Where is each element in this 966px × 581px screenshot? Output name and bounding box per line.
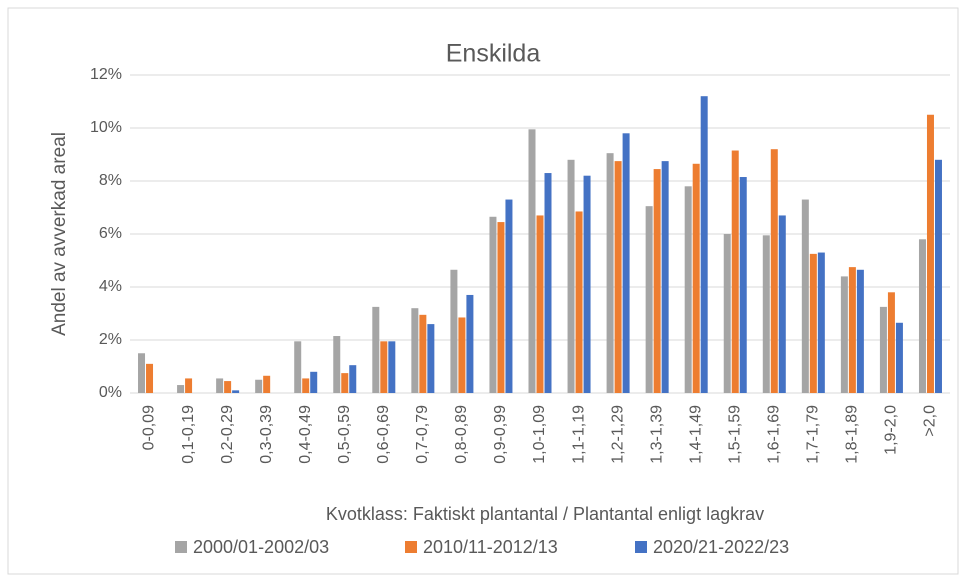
x-tick-label: 1,9-2,0 bbox=[883, 405, 900, 455]
bar bbox=[934, 159, 942, 393]
bar bbox=[216, 378, 224, 393]
bar bbox=[567, 159, 575, 393]
x-tick-label: 1,1-1,19 bbox=[570, 405, 587, 464]
bar bbox=[801, 199, 809, 393]
bar bbox=[606, 153, 614, 393]
y-tick-label: 8% bbox=[99, 172, 122, 189]
bar bbox=[458, 317, 466, 393]
bar bbox=[653, 169, 661, 393]
bar bbox=[575, 211, 583, 393]
bar bbox=[255, 379, 263, 393]
bar bbox=[333, 336, 341, 393]
x-tick-label: 0-0,09 bbox=[141, 405, 158, 450]
bar bbox=[411, 308, 419, 393]
bar bbox=[926, 114, 934, 393]
bar bbox=[341, 373, 349, 393]
bar bbox=[427, 324, 435, 393]
legend-swatch bbox=[635, 541, 647, 553]
legend-swatch bbox=[175, 541, 187, 553]
x-tick-label: 1,6-1,69 bbox=[766, 405, 783, 464]
bar bbox=[692, 163, 700, 393]
y-tick-label: 2% bbox=[99, 331, 122, 348]
bar bbox=[879, 306, 887, 393]
bar bbox=[528, 129, 536, 393]
bar bbox=[762, 235, 770, 393]
bar bbox=[614, 161, 622, 393]
bar bbox=[583, 175, 591, 393]
x-tick-label: >2,0 bbox=[922, 405, 939, 437]
bar bbox=[723, 234, 731, 393]
bar bbox=[380, 341, 388, 393]
x-tick-label: 0,3-0,39 bbox=[258, 405, 275, 464]
bar bbox=[661, 161, 669, 393]
y-tick-label: 0% bbox=[99, 384, 122, 401]
bar bbox=[536, 215, 544, 393]
x-tick-label: 1,4-1,49 bbox=[687, 405, 704, 464]
bar bbox=[310, 371, 318, 393]
bar bbox=[294, 341, 302, 393]
y-tick-label: 6% bbox=[99, 225, 122, 242]
bar bbox=[419, 314, 427, 393]
bar bbox=[232, 390, 240, 393]
bar bbox=[918, 239, 926, 393]
bar bbox=[840, 276, 848, 393]
chart-title: Enskilda bbox=[446, 40, 541, 68]
y-tick-label: 12% bbox=[90, 66, 122, 83]
y-axis-label: Andel av avverkad areal bbox=[49, 132, 70, 336]
bar bbox=[224, 381, 232, 393]
x-tick-label: 1,2-1,29 bbox=[609, 405, 626, 464]
bar bbox=[302, 378, 310, 393]
bar bbox=[778, 215, 786, 393]
legend-label: 2000/01-2002/03 bbox=[193, 537, 329, 557]
bar bbox=[622, 133, 630, 394]
bar bbox=[177, 385, 185, 393]
bar bbox=[185, 378, 193, 393]
x-tick-label: 0,9-0,99 bbox=[492, 405, 509, 464]
bar bbox=[887, 292, 895, 393]
bar bbox=[770, 149, 778, 393]
bar bbox=[700, 96, 708, 393]
bar bbox=[138, 353, 146, 393]
legend-label: 2020/21-2022/23 bbox=[653, 537, 789, 557]
x-tick-label: 1,7-1,79 bbox=[805, 405, 822, 464]
legend-swatch bbox=[405, 541, 417, 553]
bar bbox=[349, 365, 357, 393]
y-tick-label: 4% bbox=[99, 278, 122, 295]
bar bbox=[497, 222, 505, 393]
bar bbox=[450, 269, 458, 393]
x-tick-label: 0,5-0,59 bbox=[336, 405, 353, 464]
bar bbox=[146, 363, 154, 393]
x-tick-label: 0,2-0,29 bbox=[219, 405, 236, 464]
x-tick-label: 0,8-0,89 bbox=[453, 405, 470, 464]
x-tick-label: 1,5-1,59 bbox=[726, 405, 743, 464]
x-tick-label: 1,0-1,09 bbox=[531, 405, 548, 464]
bar bbox=[817, 252, 825, 393]
x-tick-label: 1,3-1,39 bbox=[648, 405, 665, 464]
x-tick-label: 0,7-0,79 bbox=[414, 405, 431, 464]
bar bbox=[263, 375, 271, 393]
x-tick-label: 0,6-0,69 bbox=[375, 405, 392, 464]
bar bbox=[731, 150, 739, 393]
legend-label: 2010/11-2012/13 bbox=[423, 537, 558, 557]
bar bbox=[684, 186, 692, 393]
x-tick-label: 1,8-1,89 bbox=[844, 405, 861, 464]
bar bbox=[544, 173, 552, 393]
bar bbox=[505, 199, 513, 393]
bar bbox=[372, 306, 380, 393]
bar bbox=[388, 341, 396, 393]
bar bbox=[895, 322, 903, 393]
bar bbox=[856, 269, 864, 393]
bar bbox=[466, 294, 474, 393]
bar bbox=[645, 206, 653, 393]
bar bbox=[739, 177, 747, 393]
x-axis-label: Kvotklass: Faktiskt plantantal / Plantan… bbox=[326, 504, 764, 524]
bar bbox=[848, 267, 856, 393]
y-tick-label: 10% bbox=[90, 119, 122, 136]
bar bbox=[489, 216, 497, 393]
x-tick-label: 0,1-0,19 bbox=[180, 405, 197, 464]
x-tick-label: 0,4-0,49 bbox=[297, 405, 314, 464]
chart-border bbox=[7, 7, 959, 575]
bar bbox=[809, 253, 817, 393]
